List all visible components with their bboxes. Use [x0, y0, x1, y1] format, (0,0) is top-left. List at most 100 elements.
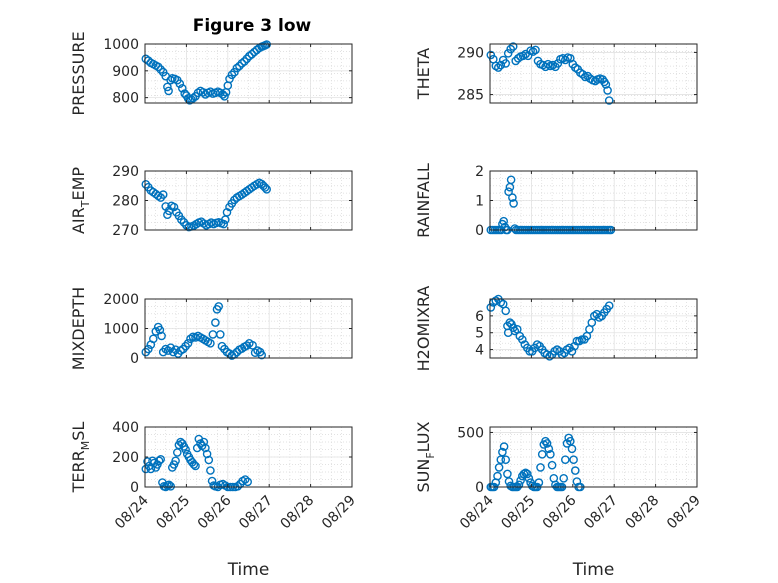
data-point	[561, 455, 570, 465]
data-point	[248, 340, 257, 350]
data-point	[496, 60, 506, 70]
data-point	[514, 480, 524, 490]
data-point	[486, 50, 496, 60]
axes-box	[489, 298, 698, 359]
data-point	[202, 449, 212, 459]
data-point	[151, 327, 161, 336]
data-point	[247, 49, 257, 59]
data-point	[181, 445, 190, 454]
data-point	[523, 469, 532, 479]
data-point	[148, 334, 158, 344]
y-tick-label: 1	[475, 194, 484, 210]
data-point	[506, 175, 516, 185]
data-point	[541, 436, 550, 446]
data-point	[227, 70, 237, 80]
data-point	[163, 210, 172, 219]
data-point	[201, 443, 210, 453]
data-point	[214, 302, 223, 311]
data-point	[542, 439, 552, 448]
data-point	[188, 93, 198, 103]
data-point	[604, 301, 614, 311]
y-tick-label: 285	[457, 88, 484, 104]
x-tick-label: 08/29	[319, 493, 359, 533]
data-point	[498, 447, 507, 457]
data-point	[222, 207, 232, 217]
y-tick-label: 800	[112, 91, 139, 107]
data-point	[501, 59, 511, 68]
data-point	[157, 331, 166, 341]
y-tick-label: 280	[112, 194, 139, 210]
y-tick-label: 0	[130, 351, 139, 367]
y-tick-label: 6	[475, 309, 484, 325]
panel-rainfall: 0 1 2 RAINFALL	[414, 163, 698, 239]
data-point	[177, 84, 187, 93]
y-axis-label: PRESSURE	[69, 31, 88, 115]
data-point	[166, 481, 175, 491]
data-point	[206, 338, 215, 348]
y-tick-label: 2	[475, 164, 484, 180]
data-point	[508, 42, 518, 51]
data-point	[553, 59, 563, 68]
y-tick-label: 4	[475, 343, 484, 359]
x-tick-label: 08/26	[195, 492, 235, 532]
y-tick-label: 270	[112, 223, 139, 239]
y-axis-label: THETA	[414, 48, 433, 100]
data-point	[559, 473, 569, 483]
data-point	[503, 49, 513, 58]
data-point	[486, 303, 496, 312]
data-point	[571, 466, 580, 475]
panel-mixdepth: 0 1000 2000 MIXDEPTH	[69, 287, 353, 370]
data-point	[534, 478, 544, 487]
data-point	[240, 475, 250, 484]
data-point	[175, 79, 185, 88]
panel-pressure: 800 900 1000 PRESSURE	[69, 31, 353, 116]
data-point	[169, 202, 179, 212]
data-point	[156, 454, 165, 464]
data-point	[493, 471, 502, 481]
y-tick-label: 400	[112, 420, 139, 436]
data-point	[604, 96, 614, 105]
y-tick-label: 5	[475, 326, 484, 342]
x-axis-label: Time	[572, 560, 615, 580]
x-tick-label: 08/25	[498, 493, 538, 533]
data-point	[156, 65, 165, 74]
data-point	[494, 463, 504, 472]
data-point	[206, 466, 215, 475]
y-tick-label: 0	[130, 480, 139, 496]
y-tick-label: 2000	[103, 292, 139, 308]
y-tick-label: 200	[112, 450, 139, 466]
data-point	[528, 47, 538, 56]
data-point	[199, 437, 209, 447]
data-point	[163, 82, 172, 92]
x-tick-label: 08/28	[278, 493, 318, 533]
data-point	[523, 51, 533, 61]
y-axis-label: TERRMSL	[69, 422, 92, 494]
data-point	[504, 187, 513, 196]
x-tick-label: 08/29	[664, 493, 704, 533]
y-axis-label: H2OMIXRA	[414, 286, 433, 372]
data-point	[601, 80, 611, 89]
data-point	[546, 449, 555, 459]
data-point	[569, 455, 578, 465]
y-axis-label: SUNFLUX	[414, 421, 437, 492]
data-point	[518, 335, 527, 344]
data-point	[561, 55, 570, 65]
data-point	[516, 476, 525, 485]
data-point	[496, 455, 506, 465]
data-point	[186, 334, 195, 344]
data-point	[171, 456, 180, 466]
data-point	[243, 477, 252, 487]
data-point	[177, 215, 186, 224]
data-point	[508, 193, 517, 202]
data-point	[204, 455, 214, 465]
y-axis-label: RAINFALL	[414, 163, 433, 238]
data-point	[509, 199, 518, 208]
data-point	[233, 481, 242, 491]
x-tick-label: 08/25	[153, 493, 193, 533]
y-axis-label: AIRTEMP	[69, 167, 92, 234]
data-point	[237, 59, 247, 68]
data-point	[547, 460, 557, 470]
axes-box	[144, 43, 353, 104]
data-point	[536, 463, 545, 472]
